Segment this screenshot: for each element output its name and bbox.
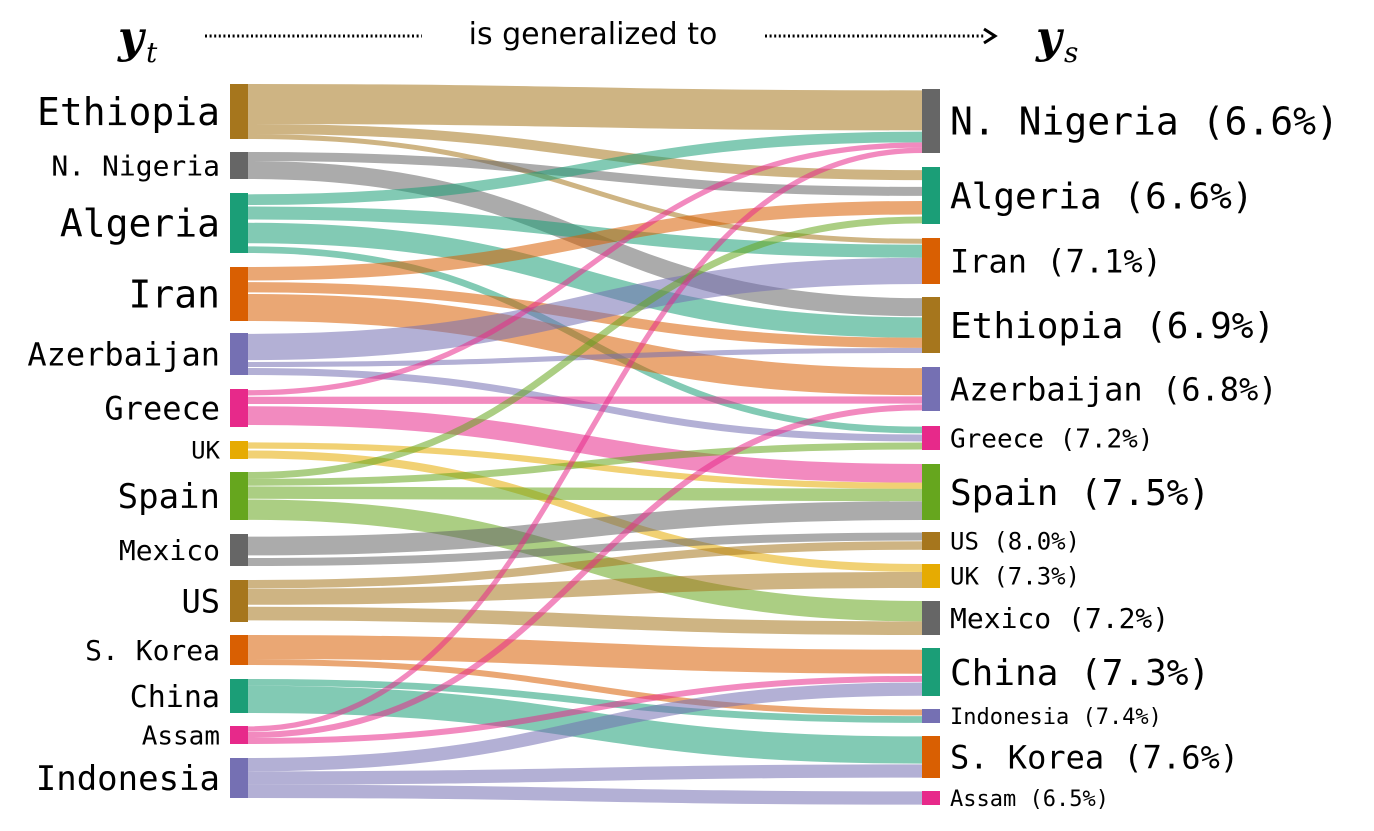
target-label-uk: UK (7.3%) (950, 563, 1080, 591)
source-node-china (230, 679, 248, 713)
flow-algeria-to-iran (247, 206, 923, 258)
source-label-assam: Assam (142, 721, 220, 751)
target-node-us (922, 532, 940, 550)
flow-china-to-indonesia (247, 679, 923, 723)
target-label-indonesia: Indonesia (7.4%) (950, 705, 1162, 730)
target-label-azerbaijan: Azerbaijan (6.8%) (950, 371, 1278, 409)
diagram-header: y t is generalized to y s (117, 12, 1078, 69)
source-variable: y (117, 12, 147, 63)
flow-azerbaijan-to-ethiopia (247, 347, 923, 368)
flow-indonesia-to-china (247, 682, 923, 772)
flow-algeria-to-n-nigeria (247, 131, 923, 206)
nodes-layer (230, 84, 940, 805)
flow-assam-to-n-nigeria (247, 147, 923, 732)
flow-us-to-mexico (247, 606, 923, 635)
target-node-spain (922, 464, 940, 520)
target-node-iran (922, 238, 940, 284)
source-label-ethiopia: Ethiopia (37, 90, 220, 134)
flow-ethiopia-to-n-nigeria (247, 84, 923, 131)
labels-layer: Ethiopia N. Nigeria Algeria Iran Azerbaijan G… (27, 90, 1339, 812)
source-label-us: US (181, 583, 220, 621)
target-label-iran: Iran (7.1%) (950, 243, 1162, 281)
flow-algeria-to-ethiopia (247, 222, 923, 338)
target-label-n-nigeria: N. Nigeria (6.6%) (950, 100, 1339, 144)
flow-spain-to-algeria (247, 216, 923, 479)
flow-iran-to-algeria (247, 200, 923, 281)
source-label-china: China (130, 680, 220, 715)
source-node-iran (230, 267, 248, 321)
flow-indonesia-to-s-korea (247, 764, 923, 785)
flows-layer (247, 84, 923, 805)
target-node-greece (922, 426, 940, 450)
flow-indonesia-to-assam (247, 784, 923, 805)
target-label-china: China (7.3%) (950, 653, 1210, 694)
arrow-head-icon (983, 27, 998, 45)
target-node-assam (922, 791, 940, 805)
target-label-us: US (8.0%) (950, 528, 1080, 556)
target-node-uk (922, 564, 940, 588)
source-variable-subscript: t (146, 36, 158, 69)
target-node-n-nigeria (922, 89, 940, 153)
flow-azerbaijan-to-greece (247, 368, 923, 442)
flow-mexico-to-spain (247, 501, 923, 556)
source-label-spain: Spain (118, 477, 220, 517)
source-node-uk (230, 441, 248, 459)
source-label-algeria: Algeria (60, 202, 220, 246)
source-node-indonesia (230, 758, 248, 798)
flow-ethiopia-to-algeria (247, 124, 923, 181)
source-label-azerbaijan: Azerbaijan (27, 336, 220, 374)
flow-spain-to-greece (247, 442, 923, 486)
target-label-assam: Assam (6.5%) (950, 787, 1109, 812)
target-label-ethiopia: Ethiopia (6.9%) (950, 306, 1275, 347)
source-node-n-nigeria (230, 152, 248, 179)
target-node-s-korea (922, 736, 940, 778)
target-label-spain: Spain (7.5%) (950, 473, 1210, 514)
target-variable-subscript: s (1064, 36, 1078, 69)
flow-assam-to-china (247, 675, 923, 744)
source-node-mexico (230, 534, 248, 566)
flow-mexico-to-us (247, 532, 923, 566)
source-node-algeria (230, 193, 248, 253)
target-label-mexico: Mexico (7.2%) (950, 602, 1169, 635)
target-node-ethiopia (922, 297, 940, 353)
source-label-uk: UK (191, 437, 220, 465)
source-label-mexico: Mexico (119, 534, 220, 567)
source-node-greece (230, 389, 248, 427)
source-label-s-korea: S. Korea (85, 634, 220, 667)
source-node-ethiopia (230, 84, 248, 139)
source-label-indonesia: Indonesia (36, 759, 220, 799)
source-node-assam (230, 726, 248, 744)
target-node-azerbaijan (922, 367, 940, 411)
source-label-n-nigeria: N. Nigeria (51, 150, 220, 183)
flow-us-to-uk (247, 572, 923, 605)
source-node-us (230, 580, 248, 622)
target-label-s-korea: S. Korea (7.6%) (950, 739, 1239, 777)
source-label-iran: Iran (128, 273, 220, 317)
source-node-spain (230, 472, 248, 520)
target-node-indonesia (922, 709, 940, 723)
flow-n-nigeria-to-algeria (247, 152, 923, 196)
target-variable: y (1035, 12, 1065, 63)
target-label-greece: Greece (7.2%) (950, 424, 1154, 454)
target-label-algeria: Algeria (6.6%) (950, 176, 1253, 217)
flow-greece-to-n-nigeria (247, 142, 923, 396)
flow-s-korea-to-china (247, 635, 923, 674)
flow-spain-to-mexico (247, 499, 923, 622)
flow-s-korea-to-indonesia (247, 659, 923, 716)
source-label-greece: Greece (104, 390, 220, 428)
header-caption: is generalized to (469, 17, 718, 52)
source-node-s-korea (230, 635, 248, 665)
flow-azerbaijan-to-iran (247, 257, 923, 361)
target-node-algeria (922, 167, 940, 224)
flow-spain-to-spain (247, 486, 923, 502)
flow-us-to-us (247, 541, 923, 589)
flow-assam-to-azerbaijan (247, 404, 923, 738)
target-node-china (922, 648, 940, 696)
target-node-mexico (922, 601, 940, 635)
source-node-azerbaijan (230, 333, 248, 375)
